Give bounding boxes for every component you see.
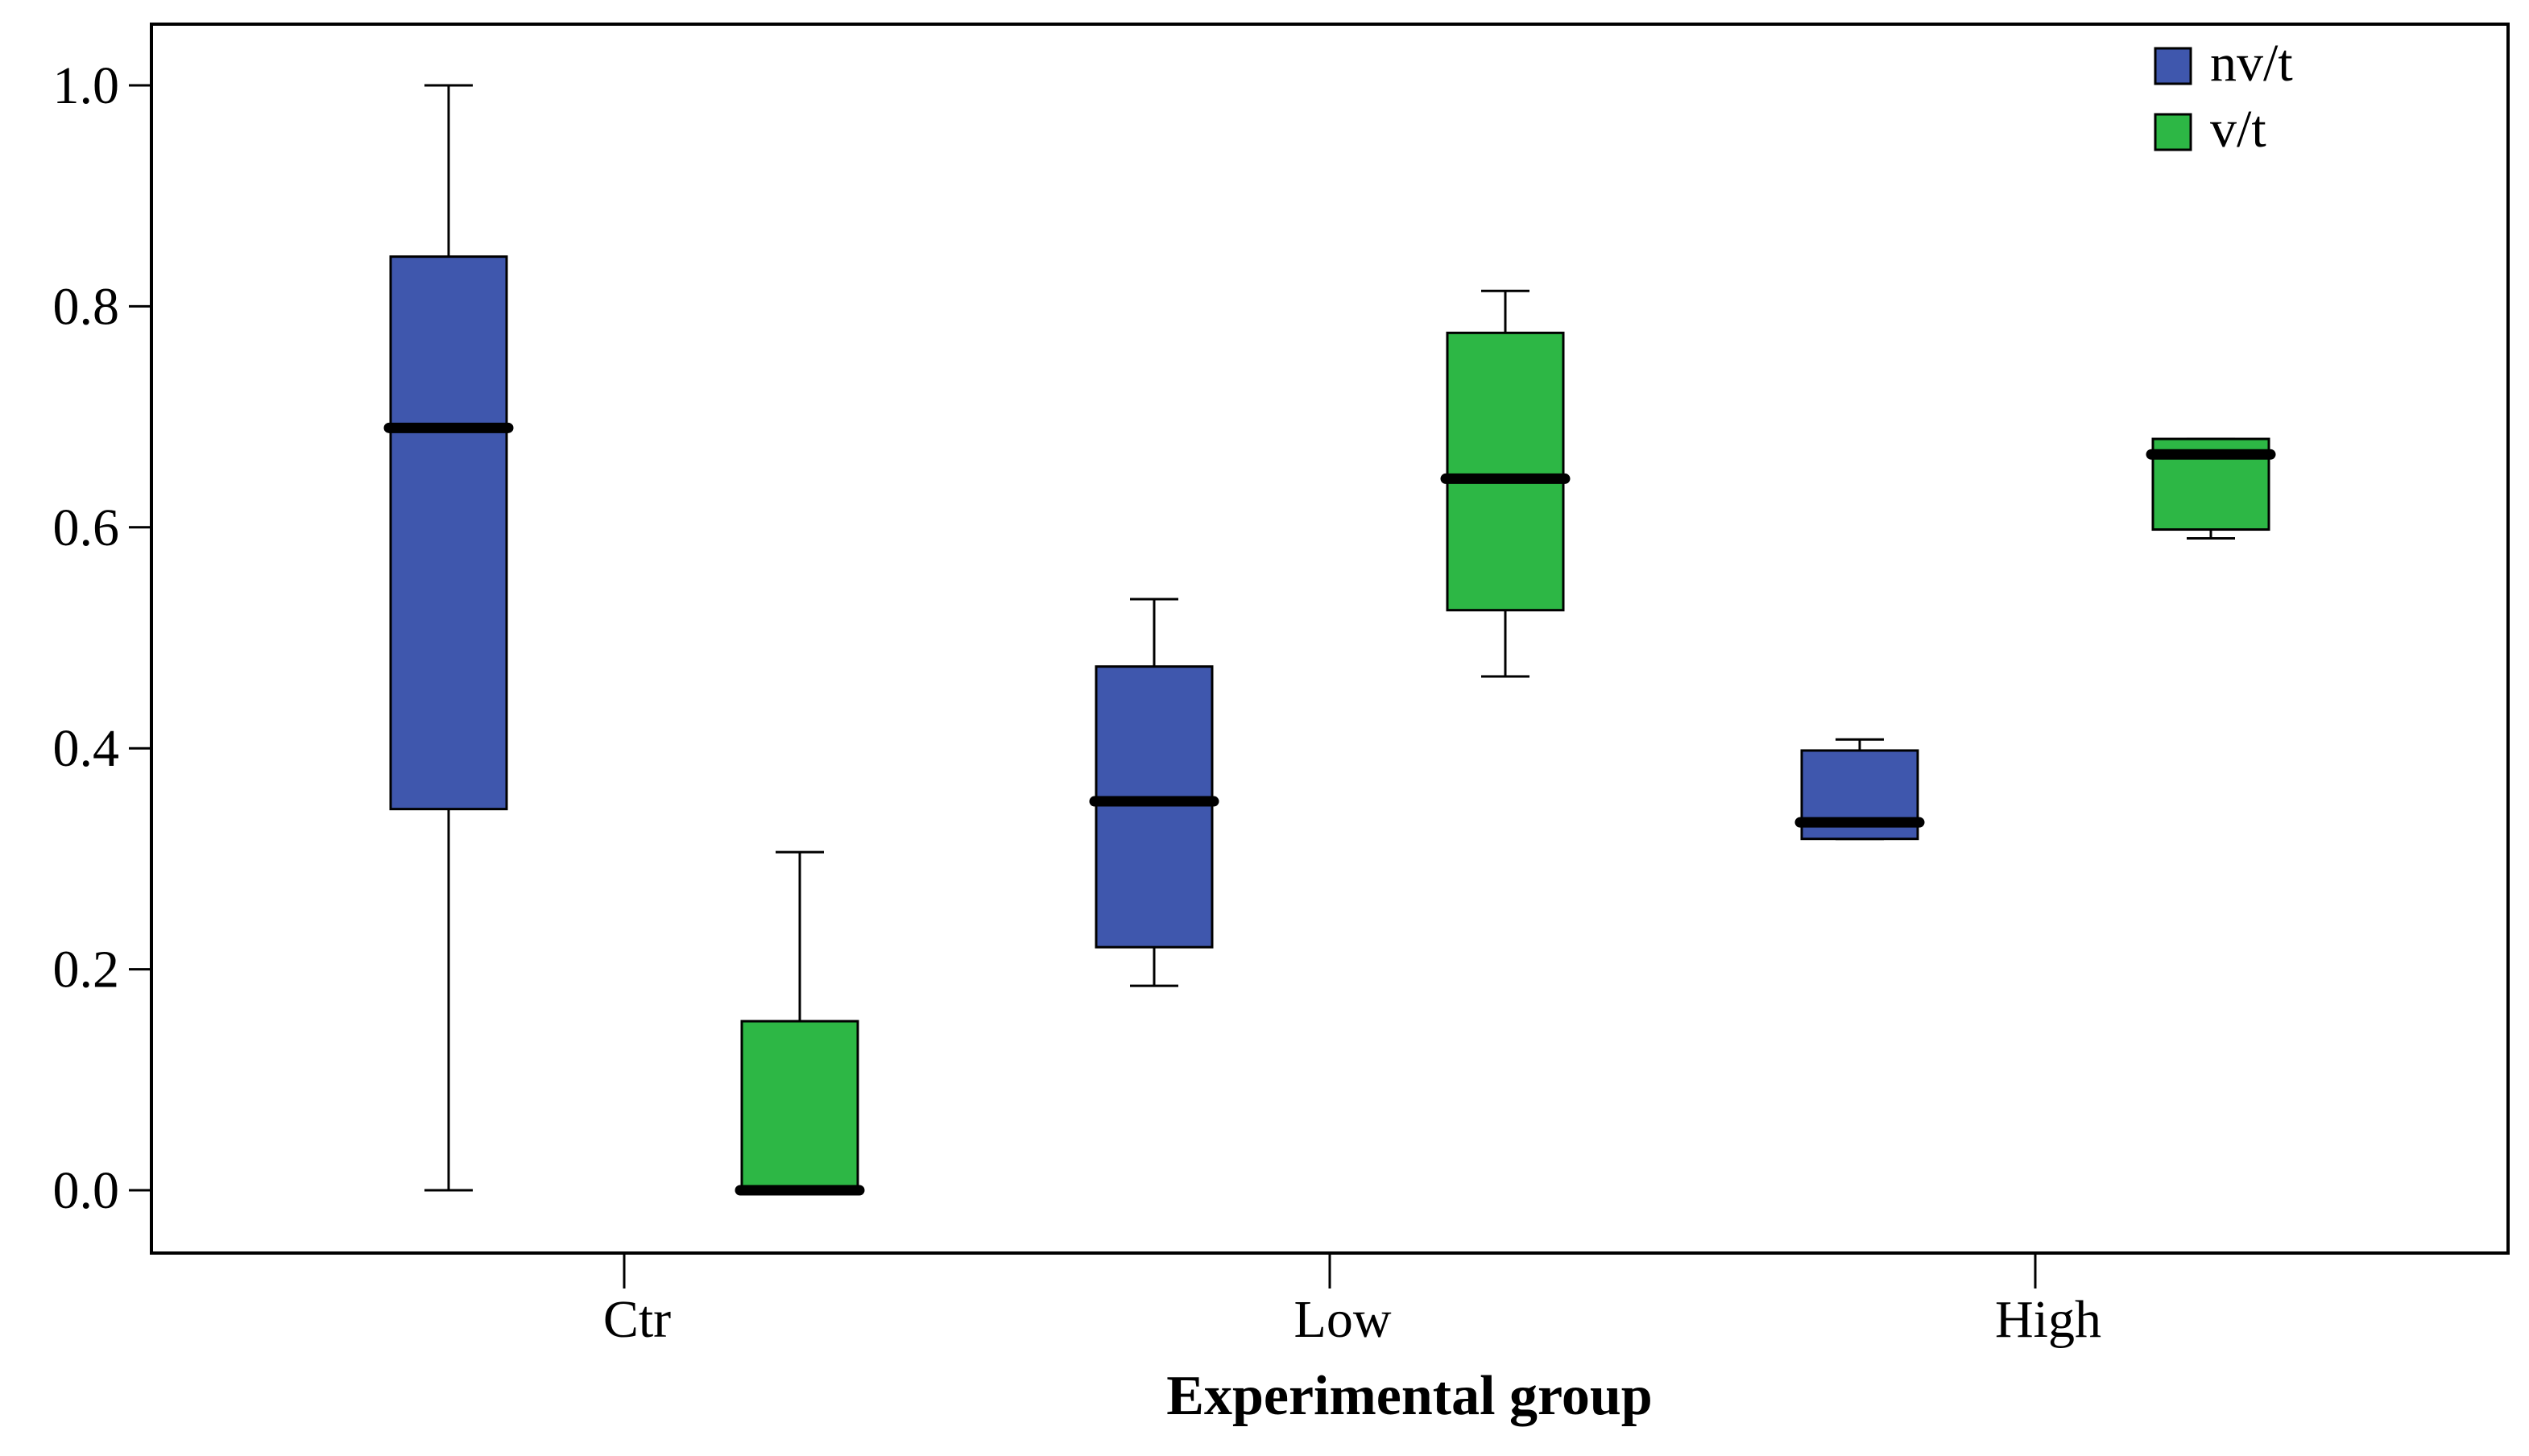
y-tick-label: 0.8 <box>53 277 120 336</box>
y-tick-label: 0.0 <box>53 1161 120 1220</box>
legend-label: nv/t <box>2210 34 2293 93</box>
box-vt-ctr <box>735 850 865 1196</box>
box-nvt-high <box>1794 738 1925 841</box>
y-tick-label: 0.4 <box>53 719 120 778</box>
box-vt-low <box>1440 289 1571 678</box>
x-tick-label: Low <box>1294 1290 1392 1349</box>
x-tick-label: Ctr <box>603 1290 671 1349</box>
legend-swatch <box>2154 47 2192 85</box>
x-axis-title: Experimental group <box>1166 1365 1652 1427</box>
iqr-box <box>740 1020 859 1192</box>
y-axis: 0.0 0.2 0.4 0.6 0.8 1.0 <box>53 56 151 1220</box>
plot-area <box>150 23 2510 1255</box>
legend-swatch <box>2154 113 2192 151</box>
y-tick-label: 1.0 <box>53 56 120 115</box>
iqr-box <box>1446 331 1565 612</box>
y-tick-label: 0.6 <box>53 498 120 557</box>
box-series <box>383 84 2276 1196</box>
iqr-box <box>1095 665 1214 949</box>
box-vt-high <box>2146 437 2276 540</box>
legend-label: v/t <box>2210 100 2266 159</box>
box-nvt-low <box>1089 598 1219 987</box>
box-nvt-ctr <box>383 84 514 1192</box>
y-tick-label: 0.2 <box>53 941 120 999</box>
iqr-box <box>389 255 508 811</box>
x-axis: Ctr Low High <box>603 1253 2101 1349</box>
x-tick-label: High <box>1995 1290 2101 1349</box>
legend: nv/t v/t <box>2154 34 2293 159</box>
